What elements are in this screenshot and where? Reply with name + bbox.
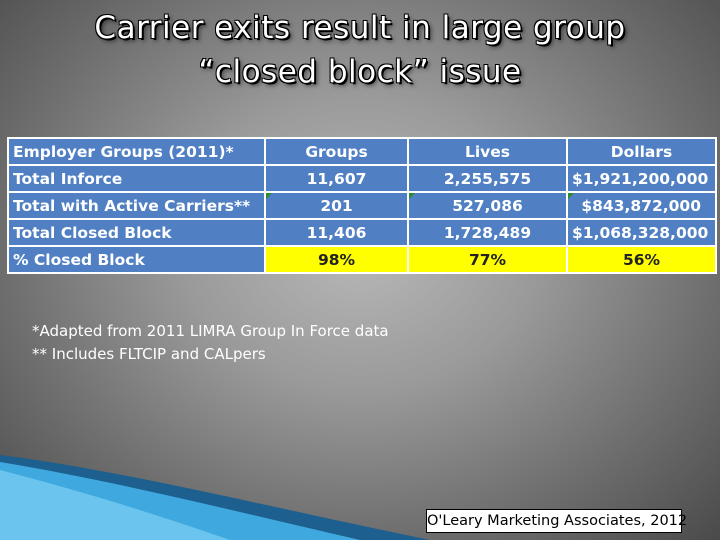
- slide-title-line-2: “closed block” issue: [198, 54, 522, 90]
- table-row: Total with Active Carriers** 201 527,086…: [7, 191, 717, 220]
- table-header-row: Employer Groups (2011)* Groups Lives Dol…: [7, 137, 717, 166]
- dollars-cell: $843,872,000: [566, 191, 717, 220]
- table-row: Total Closed Block 11,406 1,728,489 $1,0…: [7, 218, 717, 247]
- dollars-percent-cell: 56%: [566, 245, 717, 274]
- header-lives: Lives: [407, 137, 568, 166]
- lives-cell: 1,728,489: [407, 218, 568, 247]
- header-groups: Groups: [264, 137, 409, 166]
- table-row: Total Inforce 11,607 2,255,575 $1,921,20…: [7, 164, 717, 193]
- groups-cell: 11,607: [264, 164, 409, 193]
- footnote-1: *Adapted from 2011 LIMRA Group In Force …: [32, 322, 389, 340]
- slide-title: Carrier exits result in large group “clo…: [0, 6, 720, 94]
- row-label: % Closed Block: [7, 245, 266, 274]
- row-label: Total Closed Block: [7, 218, 266, 247]
- header-dollars: Dollars: [566, 137, 717, 166]
- footnote-2: ** Includes FLTCIP and CALpers: [32, 345, 266, 363]
- lives-cell: 2,255,575: [407, 164, 568, 193]
- table-row-highlight: % Closed Block 98% 77% 56%: [7, 245, 717, 274]
- dollars-cell: $1,921,200,000: [566, 164, 717, 193]
- groups-percent-cell: 98%: [264, 245, 409, 274]
- row-label: Total Inforce: [7, 164, 266, 193]
- slide-title-line-1: Carrier exits result in large group: [94, 10, 626, 46]
- credit-box: O'Leary Marketing Associates, 2012: [426, 509, 687, 533]
- row-label: Total with Active Carriers**: [7, 191, 266, 220]
- groups-cell: 201: [264, 191, 409, 220]
- lives-percent-cell: 77%: [407, 245, 568, 274]
- lives-cell: 527,086: [407, 191, 568, 220]
- footnotes: *Adapted from 2011 LIMRA Group In Force …: [32, 320, 389, 366]
- header-employer-groups: Employer Groups (2011)*: [7, 137, 266, 166]
- groups-cell: 11,406: [264, 218, 409, 247]
- closed-block-table: Employer Groups (2011)* Groups Lives Dol…: [7, 137, 717, 274]
- dollars-cell: $1,068,328,000: [566, 218, 717, 247]
